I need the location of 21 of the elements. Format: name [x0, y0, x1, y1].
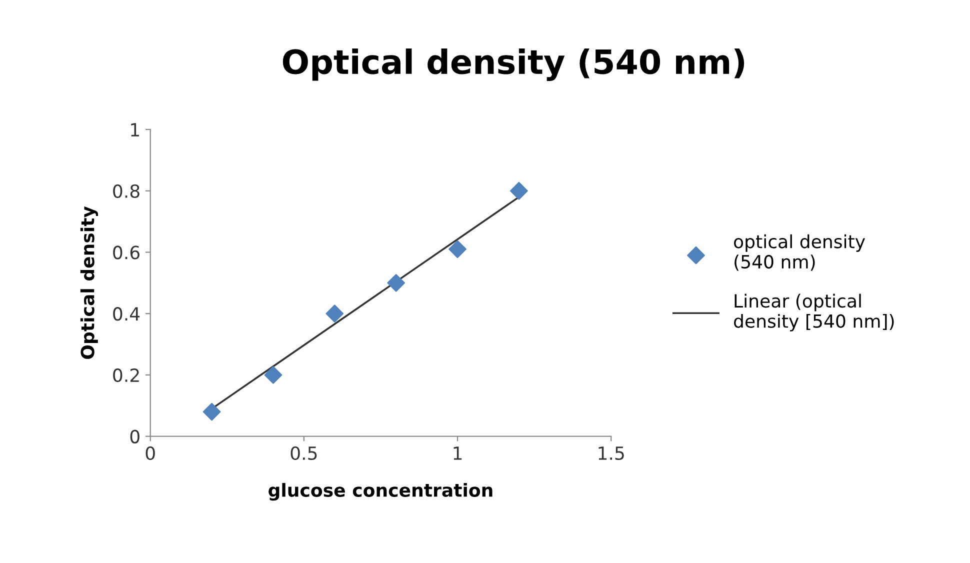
- point: [264, 366, 282, 384]
- y-tick-label: 0.8: [113, 184, 140, 198]
- x-tick-label: 0: [146, 446, 155, 460]
- x-tick-label: 1: [454, 446, 462, 460]
- x-tick-label: 0.5: [290, 446, 317, 460]
- y-tick-label: 0: [130, 430, 140, 444]
- point: [202, 402, 221, 421]
- x-axis-title: glucose concentration: [268, 482, 492, 501]
- point: [326, 304, 344, 323]
- point: [387, 274, 405, 292]
- legend-label: Linear (optical density [540 nm]): [734, 294, 894, 332]
- x-tick-label: 1.5: [598, 446, 624, 460]
- y-tick-label: 1: [131, 123, 139, 136]
- point: [448, 240, 466, 258]
- y-tick-label: 0.2: [113, 368, 139, 382]
- y-tick-label: 0.6: [113, 246, 140, 260]
- legend-label: optical density (540 nm): [734, 234, 866, 271]
- point: [510, 182, 528, 200]
- y-axis-title: Optical density: [80, 206, 98, 359]
- y-tick-label: 0.4: [113, 307, 140, 321]
- chart-title: Optical density (540 nm): [282, 48, 744, 82]
